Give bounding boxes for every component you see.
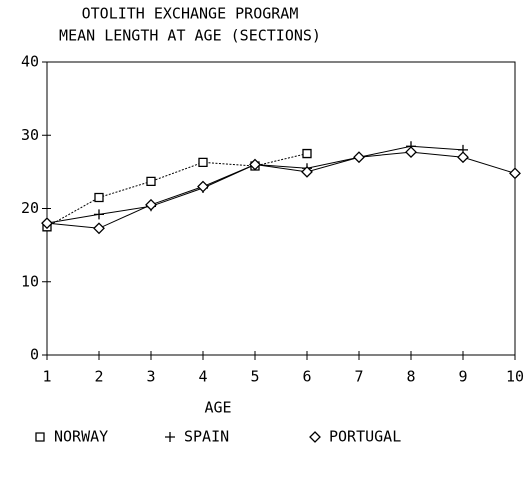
marker-diamond [145,198,157,211]
series-line [46,153,308,228]
series-line [46,145,464,224]
marker-square [94,192,104,203]
y-tick-label: 10 [21,272,39,290]
marker-square [198,157,208,168]
marker-diamond [309,431,321,443]
x-axis-label: AGE [204,399,231,417]
y-tick-label: 0 [30,346,39,364]
legend-label: SPAIN [184,428,229,446]
marker-square [146,176,156,187]
x-tick-label: 5 [250,368,259,386]
y-tick-label: 40 [21,53,39,71]
marker-plus [165,432,175,442]
marker-diamond [405,146,417,159]
legend-label: PORTUGAL [329,428,401,446]
marker-diamond [249,158,261,171]
marker-diamond [197,180,209,193]
series-line [46,151,516,229]
marker-diamond [93,222,105,235]
marker-plus [94,209,104,220]
y-tick-label: 20 [21,199,39,217]
x-tick-label: 8 [406,368,415,386]
y-tick-label: 30 [21,126,39,144]
marker-diamond [457,151,469,164]
legend-label: NORWAY [54,428,108,446]
x-tick-label: 2 [94,368,103,386]
x-tick-label: 1 [42,368,51,386]
chart-title: OTOLITH EXCHANGE PROGRAM [82,5,299,23]
marker-diamond [509,167,521,180]
marker-square [302,148,312,159]
x-tick-label: 10 [506,368,524,386]
x-tick-label: 9 [458,368,467,386]
x-tick-label: 6 [302,368,311,386]
x-tick-label: 4 [198,368,207,386]
chart-subtitle: MEAN LENGTH AT AGE (SECTIONS) [59,27,321,45]
marker-diamond [353,151,365,164]
marker-diamond [41,217,53,230]
x-tick-label: 7 [354,368,363,386]
x-tick-label: 3 [146,368,155,386]
marker-diamond [301,165,313,178]
marker-square [35,432,45,442]
plot-frame [46,61,516,356]
